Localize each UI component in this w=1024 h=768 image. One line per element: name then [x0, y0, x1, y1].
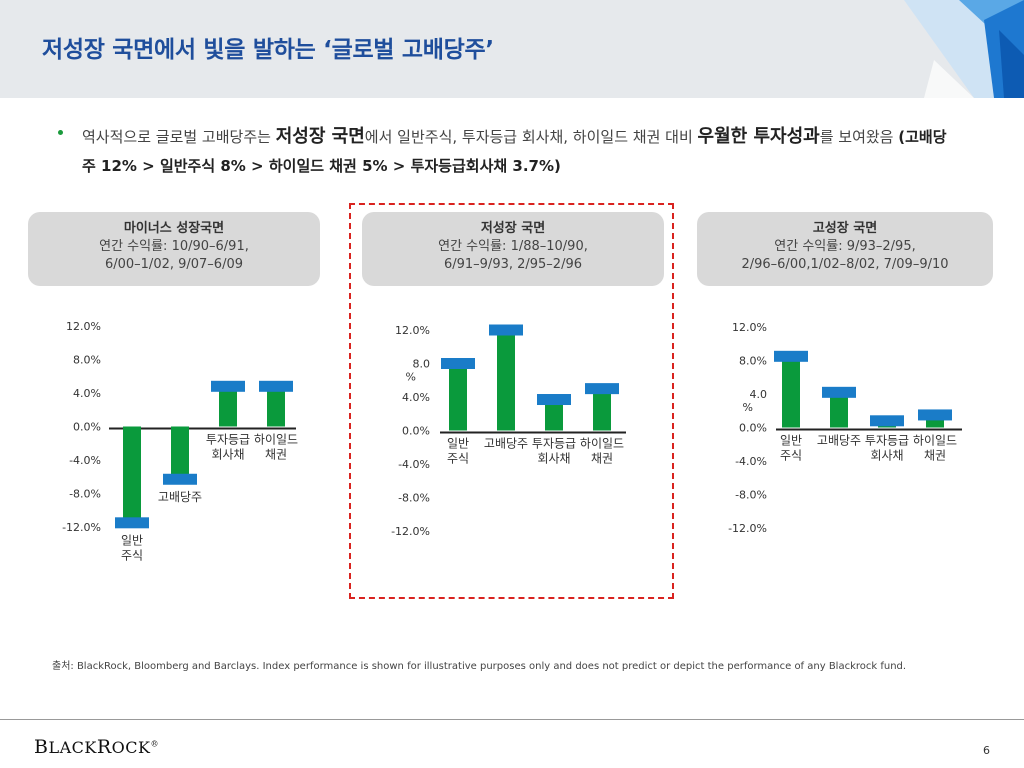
y-tick-label: -8.0%	[398, 492, 430, 505]
bar-end-marker	[537, 394, 571, 406]
y-tick-label: 8.0%	[73, 354, 101, 367]
y-tick-label: 12.0%	[395, 324, 430, 337]
category-label: 투자등급 회사채	[532, 437, 576, 466]
summary-bullet: 역사적으로 글로벌 고배당주는 저성장 국면에서 일반주식, 투자등급 회사채,…	[58, 122, 958, 181]
bar-end-marker	[774, 350, 808, 362]
category-label: 일반 주식	[447, 437, 469, 466]
bar-end-marker	[259, 380, 293, 392]
panel-period-line-1: 연간 수익률: 10/90–6/91,	[99, 239, 249, 254]
bullet-emphasis-performance: 우월한 투자성과	[697, 126, 820, 147]
bullet-part-5: 를 보여왔음	[819, 128, 899, 146]
bar-end-marker	[822, 386, 856, 398]
source-note: 출처: BlackRock, Bloomberg and Barclays. I…	[52, 661, 907, 672]
bar-3	[219, 386, 237, 427]
panel-header-low-growth: 저성장 국면 연간 수익률: 1/88–10/90, 6/91–9/93, 2/…	[362, 212, 664, 286]
y-tick-label: -8.0%	[735, 489, 767, 502]
footer-divider	[0, 719, 1024, 720]
panel-period-line-2: 6/91–9/93, 2/95–2/96	[443, 257, 583, 272]
corner-decoration	[904, 0, 1024, 98]
low-growth-highlight-frame	[349, 203, 674, 599]
panel-header-high-growth: 고성장 국면 연간 수익률: 9/93–2/95, 2/96–6/00,1/02…	[697, 212, 993, 286]
y-tick-label: 8.0%	[739, 355, 767, 368]
category-label: 하이일드 채권	[580, 437, 624, 466]
bullet-emphasis-low-growth: 저성장 국면	[275, 126, 365, 147]
bar-end-marker	[163, 473, 197, 485]
category-label: 일반 주식	[121, 533, 143, 562]
y-tick-label: 12.0%	[66, 320, 101, 333]
page-number: 6	[983, 744, 990, 757]
panel-period-line-2: 6/00–1/02, 9/07–6/09	[104, 257, 244, 272]
bar-4	[267, 386, 285, 427]
panel-header-negative-growth: 마이너스 성장국면 연간 수익률: 10/90–6/91, 6/00–1/02,…	[28, 212, 320, 286]
y-tick-label: -12.0%	[728, 522, 767, 535]
bar-2	[171, 426, 189, 480]
panel-title: 저성장 국면	[480, 221, 546, 236]
category-label: 하이일드 채권	[254, 433, 298, 462]
bar-1	[449, 363, 467, 431]
bar-end-marker	[441, 358, 475, 369]
y-tick-label: 0.0%	[73, 421, 101, 434]
y-tick-label: 4.0%	[402, 391, 430, 404]
category-label: 하이일드 채권	[913, 434, 957, 463]
y-tick-label: 0.0%	[402, 425, 430, 438]
slide-title: 저성장 국면에서 빛을 발하는 ‘글로벌 고배당주’	[42, 37, 494, 63]
bar-end-marker	[585, 383, 619, 395]
y-tick-label: -12.0%	[391, 525, 430, 538]
y-tick-label: 0.0%	[739, 422, 767, 435]
y-tick-label: 8.0%	[406, 358, 430, 384]
category-label: 고배당주	[817, 434, 861, 448]
y-tick-label: -4.0%	[735, 455, 767, 468]
bar-end-marker	[489, 324, 523, 336]
bullet-text: 역사적으로 글로벌 고배당주는 저성장 국면에서 일반주식, 투자등급 회사채,…	[82, 122, 958, 181]
y-tick-label: -8.0%	[69, 488, 101, 501]
bar-end-marker	[211, 380, 245, 392]
y-tick-label: -4.0%	[398, 458, 430, 471]
bullet-dot	[58, 130, 63, 135]
category-label: 투자등급 회사채	[206, 433, 250, 462]
category-label: 투자등급 회사채	[865, 434, 909, 463]
bar-2	[830, 392, 848, 428]
bar-2	[497, 330, 515, 431]
bar-4	[593, 388, 611, 431]
bullet-returns-summary: (고배당주 12% > 일반주식 8% > 하이일드 채권 5% > 투자등급회…	[82, 128, 947, 175]
panel-period-line-1: 연간 수익률: 1/88–10/90,	[438, 239, 588, 254]
bar-1	[782, 356, 800, 428]
y-tick-label: 4.0%	[743, 388, 767, 414]
panel-title: 고성장 국면	[812, 221, 878, 236]
panel-period-line-2: 2/96–6/00,1/02–8/02, 7/09–9/10	[741, 257, 949, 272]
blackrock-logo: BLACKROCK®	[34, 736, 159, 758]
y-tick-label: -4.0%	[69, 454, 101, 467]
header-band	[0, 0, 1024, 98]
bar-1	[123, 426, 141, 523]
bullet-part-3: 에서 일반주식, 투자등급 회사채, 하이일드 채권 대비	[364, 128, 698, 146]
y-tick-label: 4.0%	[73, 387, 101, 400]
y-tick-label: 12.0%	[732, 321, 767, 334]
y-tick-label: -12.0%	[62, 521, 101, 534]
bar-3	[545, 399, 563, 431]
bar-end-marker	[870, 415, 904, 427]
panel-title: 마이너스 성장국면	[123, 221, 225, 236]
bullet-part-1: 역사적으로 글로벌 고배당주는	[82, 128, 276, 146]
category-label: 고배당주	[484, 437, 528, 451]
bar-end-marker	[918, 409, 952, 421]
panel-period-line-1: 연간 수익률: 9/93–2/95,	[774, 239, 916, 254]
category-label: 일반 주식	[780, 434, 802, 463]
category-label: 고배당주	[158, 490, 202, 504]
bar-end-marker	[115, 517, 149, 529]
